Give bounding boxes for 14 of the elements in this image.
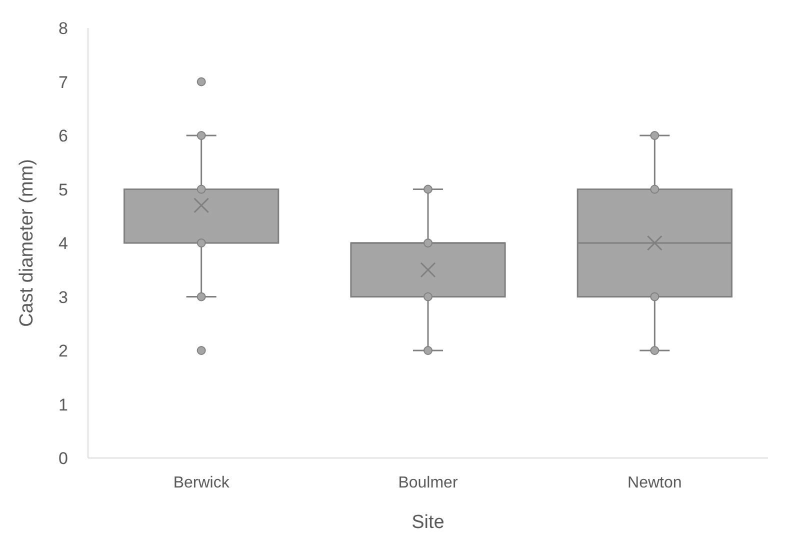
y-tick-label: 0 bbox=[58, 449, 68, 468]
y-tick-label: 7 bbox=[58, 72, 68, 92]
x-tick-label: Boulmer bbox=[398, 474, 458, 492]
x-tick-label: Berwick bbox=[173, 474, 230, 492]
x-axis-title: Site bbox=[412, 512, 444, 533]
x-tick-label: Newton bbox=[628, 474, 682, 492]
y-tick-label: 2 bbox=[58, 342, 68, 361]
y-tick-label: 4 bbox=[58, 234, 68, 254]
y-tick-label: 1 bbox=[58, 395, 68, 414]
y-tick-label: 8 bbox=[58, 19, 68, 38]
y-tick-label: 3 bbox=[58, 288, 68, 307]
y-tick-label: 5 bbox=[58, 180, 68, 200]
y-tick-label: 6 bbox=[58, 126, 68, 146]
y-axis-title: Cast diameter (mm) bbox=[16, 159, 38, 327]
